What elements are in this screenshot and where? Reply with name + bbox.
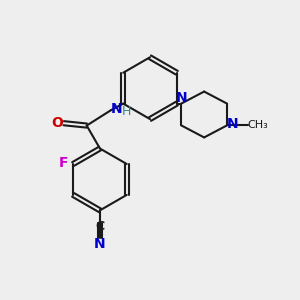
Text: N: N (110, 102, 122, 116)
Text: H: H (122, 105, 131, 118)
Text: CH₃: CH₃ (247, 120, 268, 130)
Text: N: N (226, 117, 238, 131)
Text: C: C (95, 220, 104, 233)
Text: N: N (176, 91, 187, 105)
Text: F: F (59, 155, 68, 170)
Text: N: N (94, 237, 106, 250)
Text: O: O (51, 116, 63, 130)
